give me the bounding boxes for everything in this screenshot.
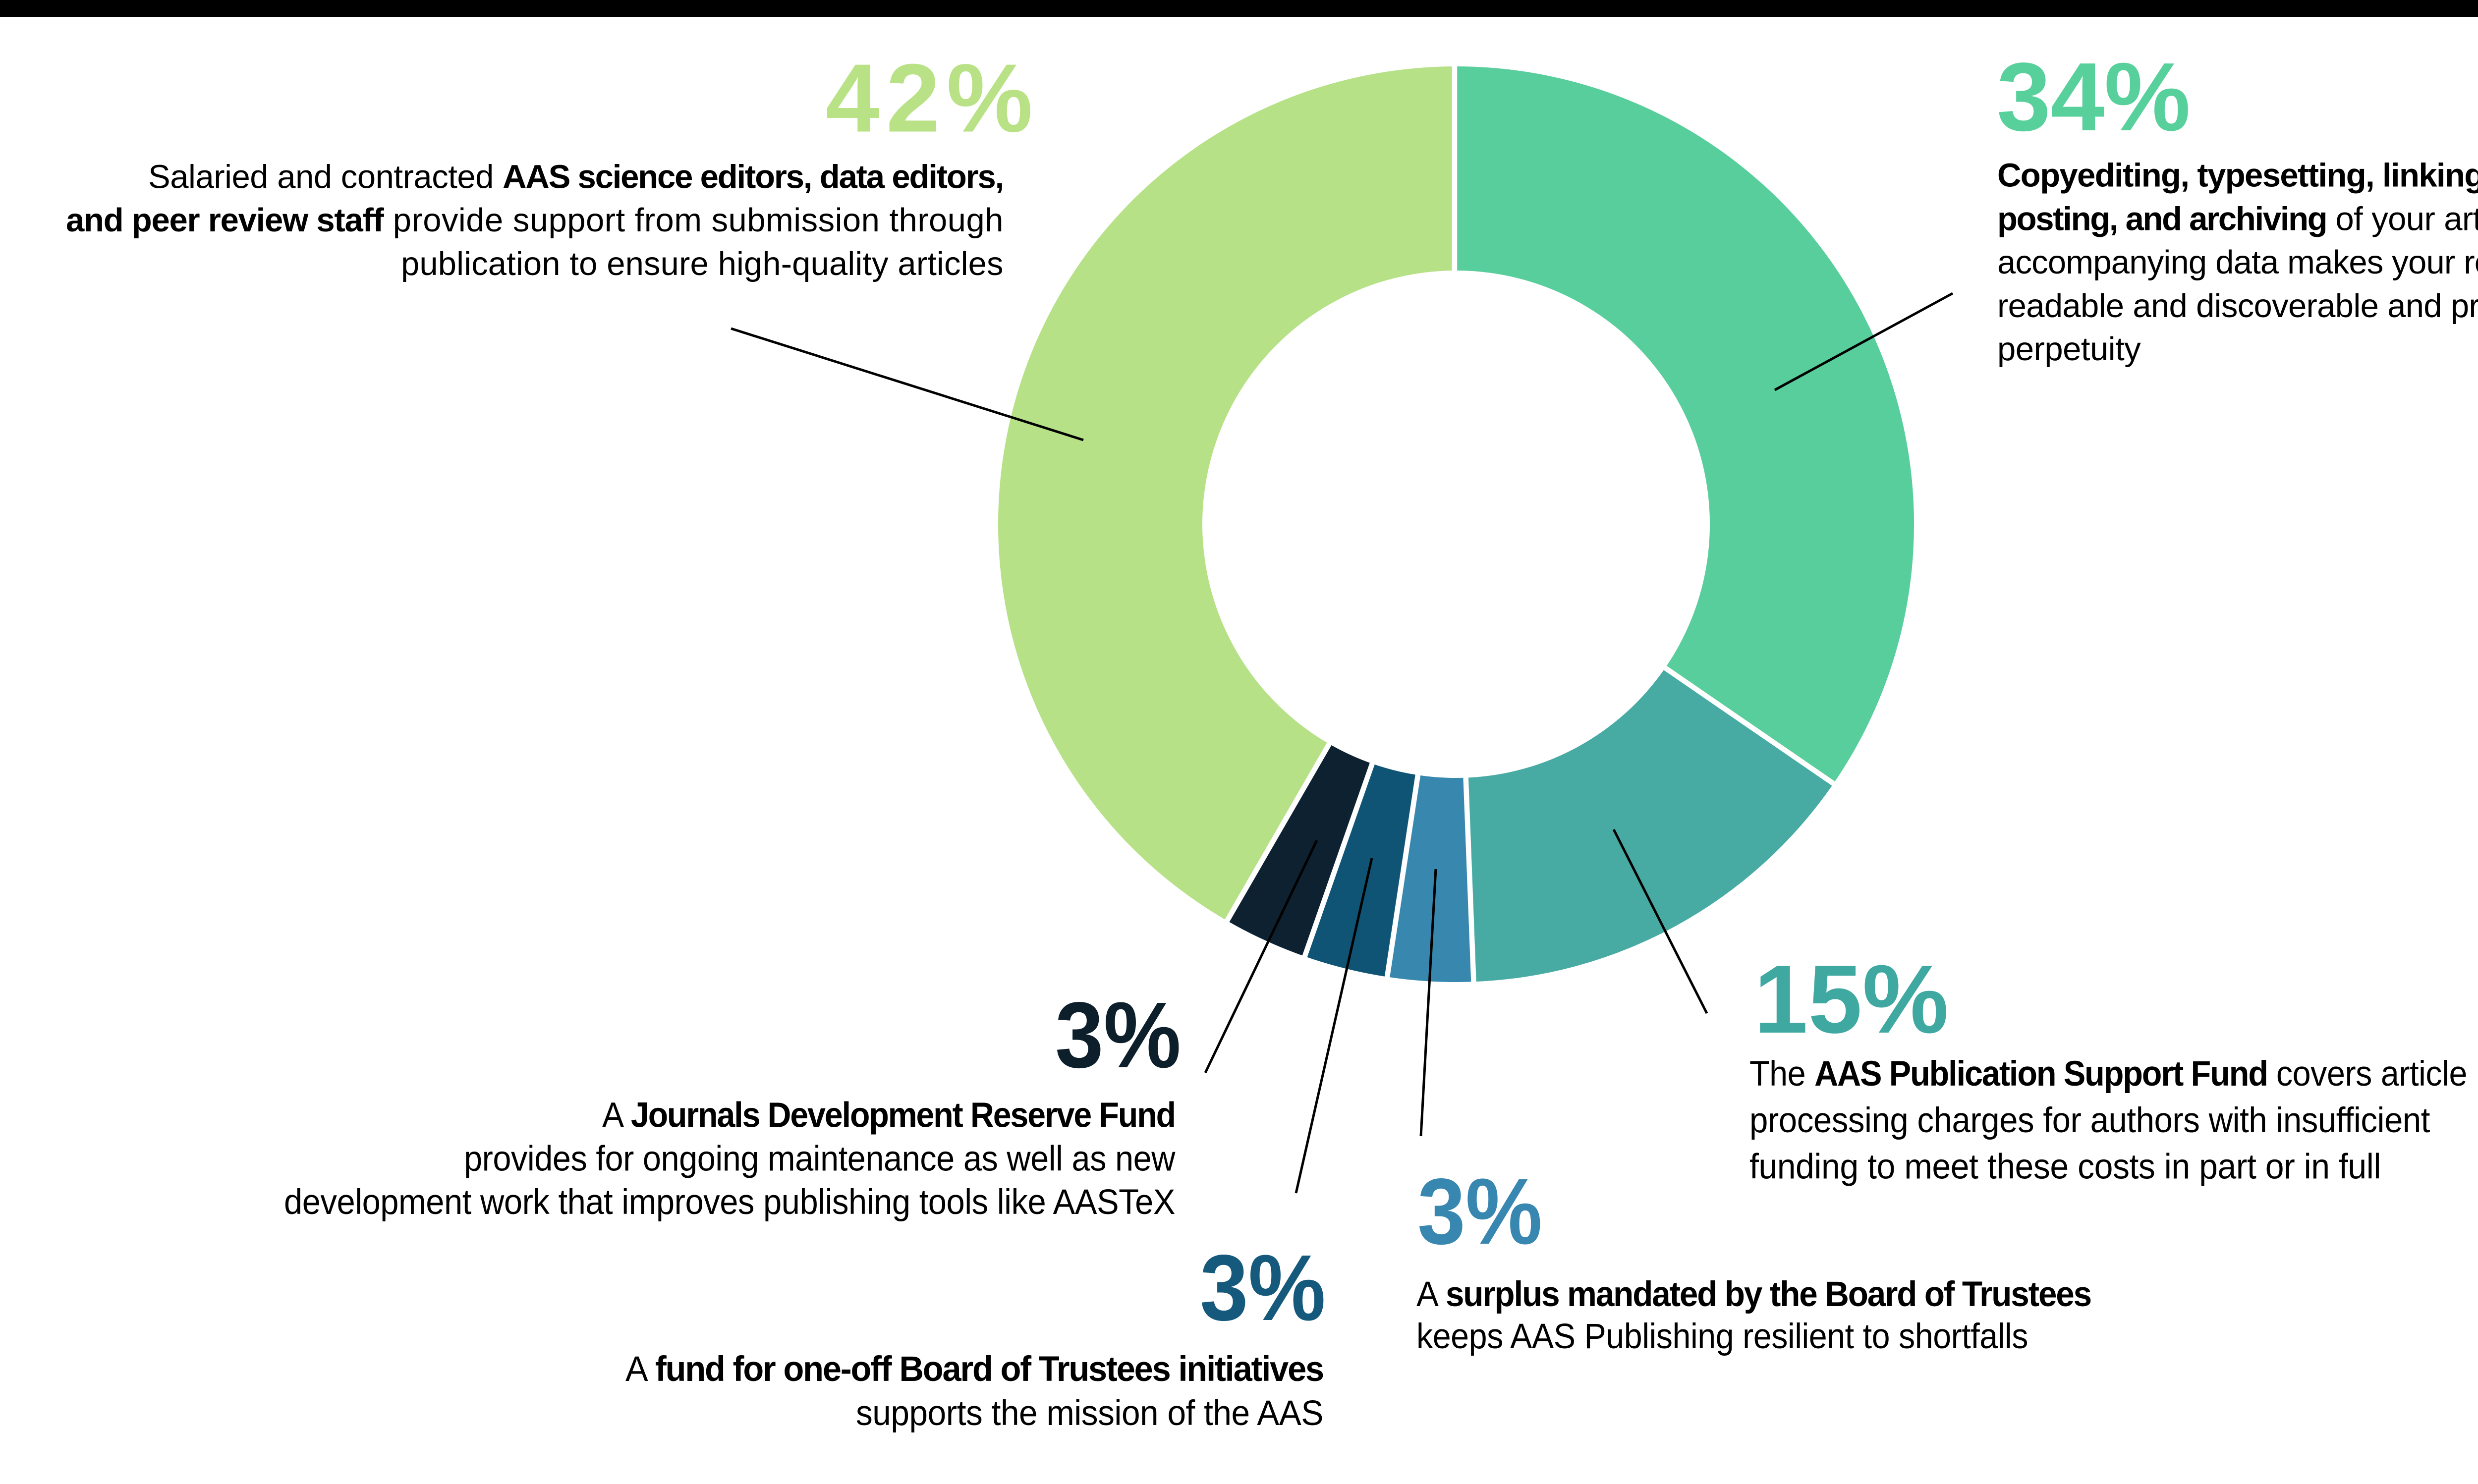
svg-text:3%: 3% xyxy=(1200,1236,1326,1340)
svg-text:and peer review staff provide: and peer review staff provide support fr… xyxy=(66,202,1003,239)
svg-text:A surplus mandated by the Boar: A surplus mandated by the Board of Trust… xyxy=(1416,1275,2091,1314)
svg-text:accompanying data makes your r: accompanying data makes your research mo… xyxy=(1997,244,2478,281)
svg-text:perpetuity: perpetuity xyxy=(1997,330,2141,368)
svg-text:42%: 42% xyxy=(826,44,1033,153)
svg-text:publication to ensure high-qua: publication to ensure high-quality artic… xyxy=(401,245,1003,282)
svg-text:34%: 34% xyxy=(1997,43,2191,151)
svg-text:Copyediting, typesetting, link: Copyediting, typesetting, linking and ta… xyxy=(1997,157,2478,194)
svg-text:posting, and archiving of your: posting, and archiving of your article a… xyxy=(1997,200,2478,237)
svg-text:Salaried and contracted AAS sc: Salaried and contracted AAS science edit… xyxy=(148,159,1003,196)
svg-text:3%: 3% xyxy=(1055,983,1181,1088)
svg-text:processing charges for authors: processing charges for authors with insu… xyxy=(1749,1101,2430,1140)
svg-text:The AAS Publication Support Fu: The AAS Publication Support Fund covers … xyxy=(1749,1054,2467,1094)
svg-text:provides for ongoing maintenan: provides for ongoing maintenance as well… xyxy=(464,1139,1176,1178)
svg-text:15%: 15% xyxy=(1754,945,1949,1053)
svg-text:3%: 3% xyxy=(1417,1159,1542,1264)
svg-text:readable and discoverable and: readable and discoverable and preserves … xyxy=(1997,287,2478,325)
svg-text:development work that improves: development work that improves publishin… xyxy=(284,1183,1175,1222)
svg-text:A Journals Development Reserve: A Journals Development Reserve Fund xyxy=(602,1096,1175,1135)
svg-text:A fund for one-off Board of Tr: A fund for one-off Board of Trustees ini… xyxy=(625,1350,1323,1389)
svg-text:keeps AAS Publishing resilient: keeps AAS Publishing resilient to shortf… xyxy=(1416,1317,2028,1356)
svg-text:funding to meet these costs in: funding to meet these costs in part or i… xyxy=(1749,1148,2381,1187)
svg-text:supports the mission of the AA: supports the mission of the AAS xyxy=(856,1394,1323,1433)
